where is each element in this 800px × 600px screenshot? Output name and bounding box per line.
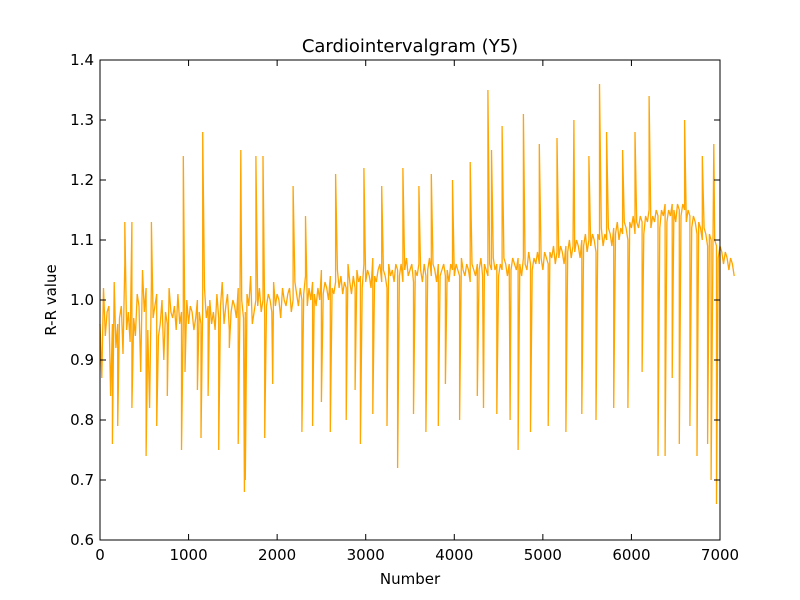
y-tick-label: 0.7 bbox=[70, 471, 94, 489]
y-tick-label: 0.6 bbox=[70, 531, 94, 549]
y-tick-label: 1.1 bbox=[70, 231, 94, 249]
series-line-0 bbox=[99, 83, 735, 505]
x-tick-label: 5000 bbox=[524, 546, 562, 564]
x-tick-label: 2000 bbox=[258, 546, 296, 564]
y-axis-title: R-R value bbox=[42, 264, 60, 335]
y-tick-label: 0.8 bbox=[70, 411, 94, 429]
y-tick-label: 1.2 bbox=[70, 171, 94, 189]
y-tick-label: 1.0 bbox=[70, 291, 94, 309]
y-tick-label: 1.4 bbox=[70, 51, 94, 69]
x-tick-label: 6000 bbox=[612, 546, 650, 564]
plot-frame bbox=[99, 59, 721, 541]
x-axis-title: Number bbox=[380, 570, 441, 588]
y-tick-label: 0.9 bbox=[70, 351, 94, 369]
x-tick-label: 7000 bbox=[701, 546, 739, 564]
chart-title: Cardiointervalgram (Y5) bbox=[302, 36, 518, 57]
ticks-group: 0 1000 2000 3000 4000 5000 6000 7000 0.6 0.7 0.8 0.… bbox=[70, 51, 739, 564]
y-tick-label: 1.3 bbox=[70, 111, 94, 129]
series-group bbox=[99, 83, 735, 505]
x-tick-label: 3000 bbox=[347, 546, 385, 564]
x-tick-label: 0 bbox=[95, 546, 105, 564]
x-tick-label: 1000 bbox=[169, 546, 207, 564]
x-tick-label: 4000 bbox=[435, 546, 473, 564]
